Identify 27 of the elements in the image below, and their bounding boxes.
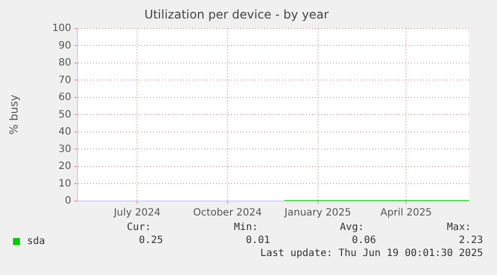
y-tick-label: 30	[58, 144, 72, 155]
chart-title: Utilization per device - by year	[144, 7, 329, 22]
y-tick-label: 70	[58, 74, 72, 86]
y-tick-label: 20	[58, 161, 72, 172]
x-tick-label: April 2025	[380, 208, 432, 219]
text: Last update: Thu Jun 19 00:01:30 2025	[259, 248, 483, 261]
x-tick-label: January 2025	[284, 208, 352, 219]
text: Avg:	[338, 222, 365, 235]
y-tick-label: 50	[58, 109, 72, 120]
y-tick-label: 0	[64, 196, 72, 207]
text: Max:	[446, 222, 472, 235]
x-tick-label: July 2024	[112, 208, 160, 219]
y-tick-label: 90	[58, 40, 72, 52]
text: Min:	[232, 222, 259, 235]
text: 0.01	[244, 235, 270, 248]
text: 0.06	[350, 235, 376, 248]
y-tick-label: 100	[52, 22, 72, 34]
text: 0.25	[138, 235, 163, 248]
y-tick-label: 40	[58, 126, 72, 138]
text: Cur:	[126, 222, 152, 235]
legend-label: sda	[27, 236, 46, 247]
y-tick-label: 80	[58, 58, 72, 69]
x-tick-label: October 2024	[193, 208, 262, 219]
y-tick-label: 60	[58, 92, 72, 104]
y-axis-title: % busy	[7, 94, 20, 135]
y-tick-label: 10	[58, 178, 72, 190]
text: 2.23	[458, 235, 483, 248]
